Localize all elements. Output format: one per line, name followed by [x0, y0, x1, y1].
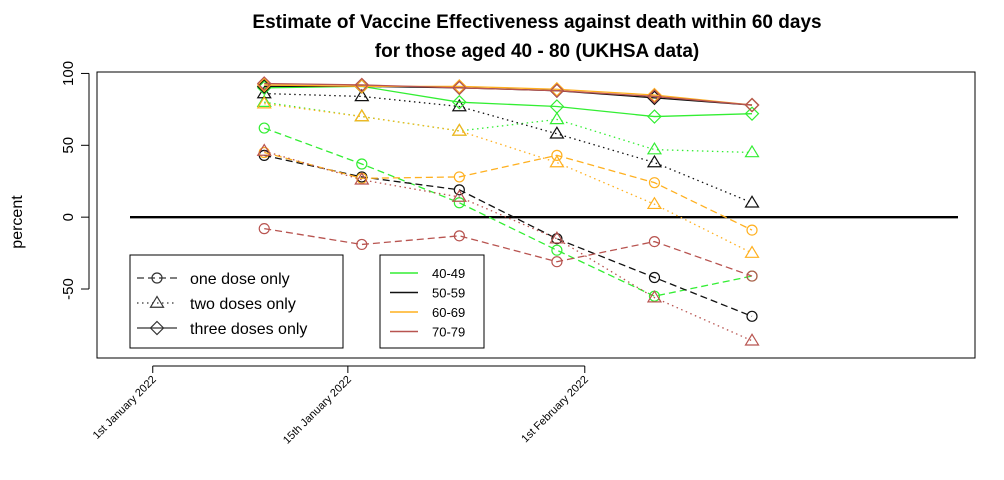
data-point-60-69-three-doses-only: [549, 81, 565, 97]
data-point-60-69-three-doses-only: [354, 79, 370, 94]
data-point-70-79-three-doses-only: [549, 83, 565, 99]
data-point-70-79-one-dose-only: [551, 256, 563, 268]
data-point-70-79-two-doses-only: [646, 289, 663, 303]
data-point-40-49-one-dose-only: [453, 197, 465, 209]
data-point-50-59-two-doses-only: [549, 126, 565, 139]
data-point-70-79-two-doses-only: [256, 143, 272, 156]
axes: -50 0 50 100 1st January 2022 15th January 20…: [60, 61, 958, 447]
series-line-40-49-two-doses-only: [264, 101, 753, 154]
y-tick-label: -50: [60, 278, 77, 300]
series-line-40-49-three-doses-only: [264, 85, 753, 118]
data-point-40-49-one-dose-only: [258, 122, 270, 134]
data-point-50-59-one-dose-only: [648, 271, 661, 284]
data-point-70-79-three-doses-only: [452, 80, 467, 96]
data-point-40-49-three-doses-only: [452, 94, 467, 110]
y-tick-label: 50: [60, 137, 77, 154]
y-axis-label: percent: [9, 195, 26, 249]
data-point-60-69-one-dose-only: [746, 224, 758, 236]
chart-title-line-2: for those aged 40 - 80 (UKHSA data): [375, 41, 699, 62]
data-point-70-79-one-dose-only: [258, 223, 270, 235]
data-point-70-79-one-dose-only: [648, 235, 661, 248]
dose-legend-marker: [149, 295, 165, 308]
data-point-50-59-one-dose-only: [746, 310, 758, 322]
data-point-60-69-two-doses-only: [256, 95, 272, 109]
data-point-40-49-two-doses-only: [451, 123, 467, 136]
dose-legend-marker: [151, 272, 163, 284]
data-point-70-79-three-doses-only: [744, 97, 760, 113]
age-legend-label: 70-79: [432, 325, 465, 340]
data-point-60-69-three-doses-only: [647, 87, 662, 103]
series-line-70-79-three-doses-only: [264, 82, 753, 106]
data-point-40-49-two-doses-only: [354, 108, 370, 122]
data-point-40-49-two-doses-only: [256, 94, 272, 108]
series-line-60-69-one-dose-only: [264, 151, 753, 231]
dose-legend-marker: [149, 320, 165, 336]
series-line-50-59-one-dose-only: [264, 154, 753, 317]
data-point-50-59-one-dose-only: [551, 233, 563, 245]
series-line-70-79-one-dose-only: [264, 228, 753, 277]
legends: one dose only two doses only three doses o…: [129, 254, 485, 349]
dose-legend-box: [129, 254, 344, 349]
x-tick-label: 15th January 2022: [281, 374, 354, 447]
data-point-40-49-two-doses-only: [744, 144, 760, 158]
data-point-70-79-one-dose-only: [746, 270, 758, 282]
data-point-60-69-three-doses-only: [452, 79, 467, 94]
data-point-60-69-two-doses-only: [744, 245, 760, 258]
data-point-50-59-two-doses-only: [354, 88, 370, 102]
y-axis-label-group: percent: [9, 195, 26, 249]
age-legend-box: [379, 254, 485, 349]
data-point-70-79-two-doses-only: [451, 189, 467, 202]
x-tick-label: 1st January 2022: [91, 374, 159, 442]
dose-legend-label: one dose only: [190, 271, 290, 288]
plot-frame: [96, 71, 976, 359]
data-point-40-49-three-doses-only: [549, 99, 565, 114]
data-point-70-79-one-dose-only: [356, 238, 368, 251]
data-point-70-79-two-doses-only: [354, 172, 370, 185]
age-legend-label: 40-49: [432, 266, 465, 281]
chart-title-line-1: Estimate of Vaccine Effectiveness agains…: [252, 12, 821, 33]
data-point-60-69-two-doses-only: [354, 108, 370, 122]
age-legend-label: 50-59: [432, 286, 465, 301]
data-point-60-69-one-dose-only: [453, 171, 465, 183]
age-legend-label: 60-69: [432, 305, 465, 320]
data-point-40-49-two-doses-only: [549, 111, 565, 125]
data-point-60-69-three-doses-only: [256, 77, 272, 93]
series-line-50-59-two-doses-only: [264, 92, 753, 204]
data-point-40-49-one-dose-only: [356, 158, 368, 170]
data-point-60-69-two-doses-only: [451, 123, 467, 136]
data-point-60-69-one-dose-only: [648, 177, 661, 189]
data-point-70-79-three-doses-only: [647, 89, 662, 104]
series-line-60-69-two-doses-only: [264, 102, 753, 254]
x-tick-label: 1st February 2022: [519, 374, 591, 446]
series-line-40-49-one-dose-only: [264, 127, 753, 297]
data-point-50-59-two-doses-only: [744, 195, 760, 208]
series-line-60-69-three-doses-only: [264, 84, 753, 106]
data-point-40-49-two-doses-only: [646, 141, 663, 155]
data-point-70-79-three-doses-only: [256, 76, 272, 91]
data-point-70-79-one-dose-only: [453, 230, 465, 242]
dose-legend-label: two doses only: [190, 296, 296, 313]
data-point-60-69-one-dose-only: [551, 149, 563, 161]
y-tick-label: 100: [60, 61, 77, 86]
data-point-50-59-two-doses-only: [646, 154, 663, 168]
dose-legend-label: three doses only: [190, 321, 307, 338]
data-point-40-49-three-doses-only: [744, 106, 760, 122]
series-layer: [256, 76, 760, 346]
y-tick-label: 0: [60, 213, 77, 221]
data-point-60-69-two-doses-only: [646, 196, 663, 210]
data-point-70-79-two-doses-only: [744, 333, 760, 346]
data-point-40-49-one-dose-only: [551, 244, 563, 256]
data-point-50-59-one-dose-only: [453, 184, 465, 196]
data-point-40-49-three-doses-only: [647, 109, 662, 124]
data-point-70-79-two-doses-only: [549, 231, 565, 244]
data-point-60-69-two-doses-only: [549, 154, 565, 168]
data-point-70-79-three-doses-only: [354, 77, 370, 93]
